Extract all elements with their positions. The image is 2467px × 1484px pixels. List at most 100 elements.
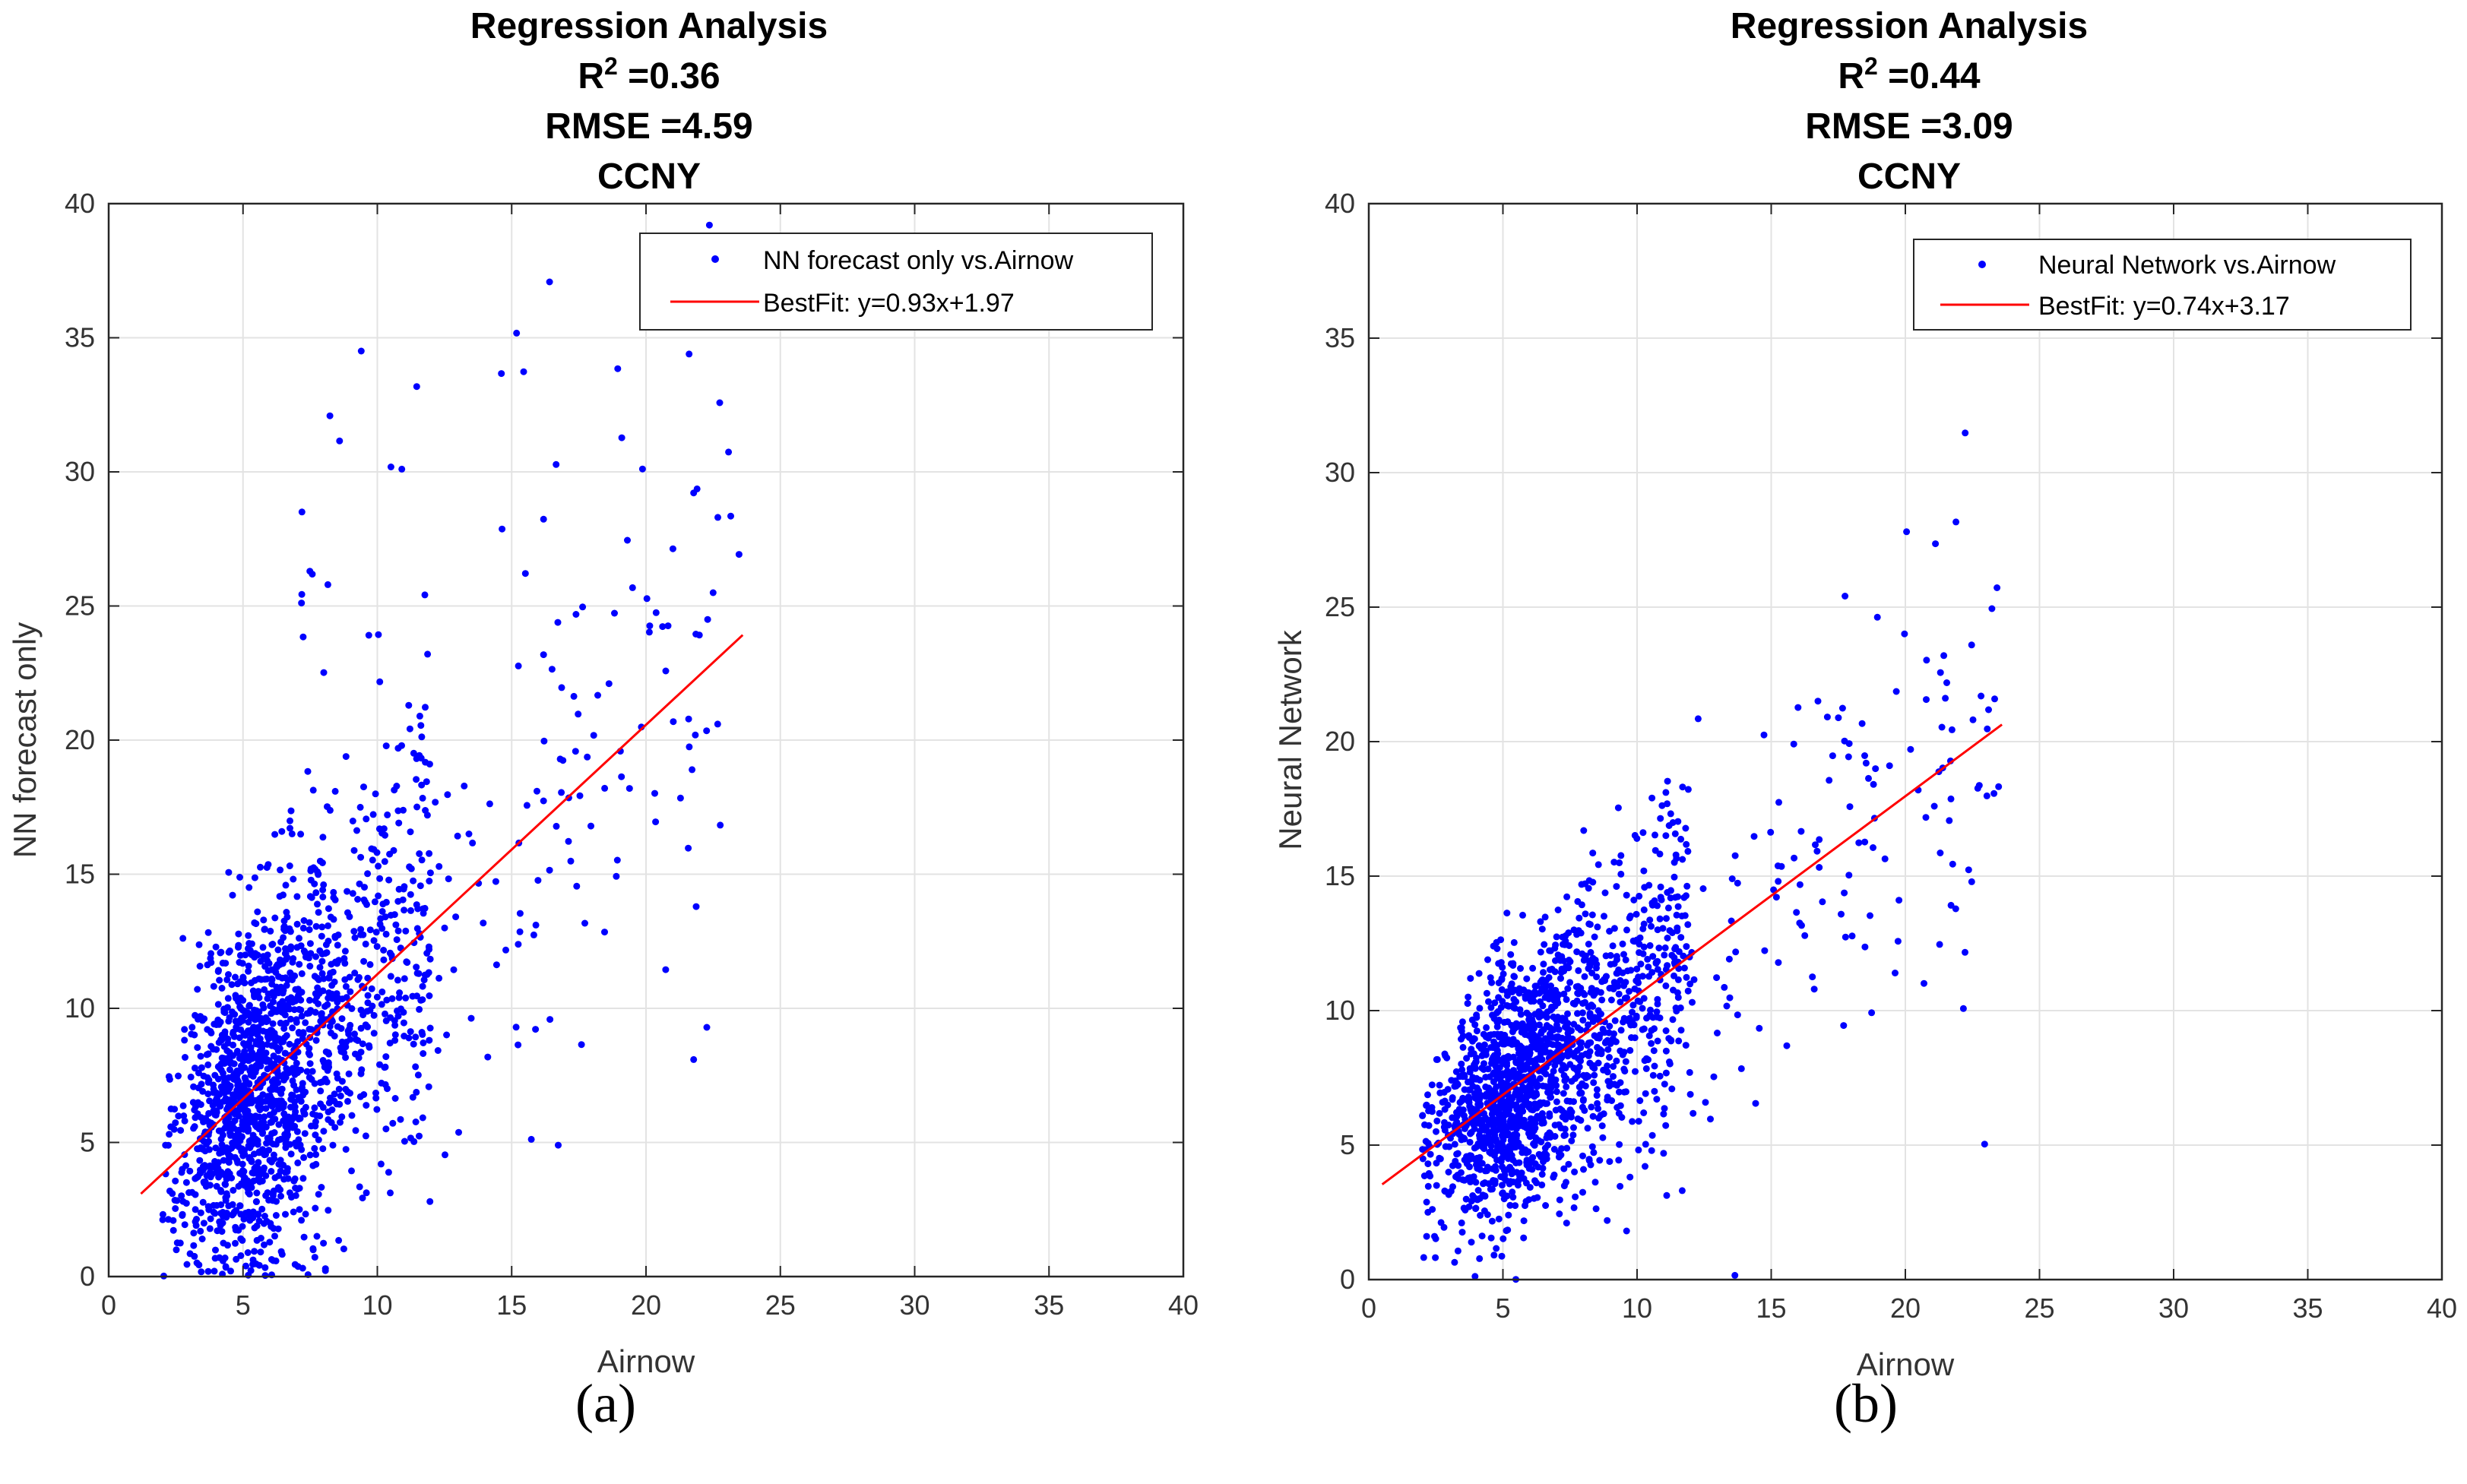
scatter-point — [248, 940, 255, 948]
scatter-point — [1593, 1086, 1601, 1093]
scatter-point — [422, 704, 429, 711]
scatter-point — [196, 1157, 204, 1164]
scatter-point — [426, 878, 433, 884]
scatter-point — [281, 1049, 289, 1057]
scatter-point — [211, 1267, 218, 1275]
scatter-point — [240, 1103, 248, 1111]
scatter-point — [1604, 1046, 1612, 1053]
scatter-point — [308, 1076, 315, 1083]
scatter-point — [1551, 945, 1559, 952]
scatter-point — [379, 900, 387, 908]
scatter-point — [331, 958, 339, 966]
scatter-point — [1466, 1152, 1474, 1160]
scatter-point — [195, 941, 203, 948]
scatter-point — [1635, 979, 1642, 986]
legend-marker-points — [711, 255, 719, 263]
scatter-point — [1452, 1173, 1459, 1181]
scatter-point — [1622, 979, 1629, 986]
scatter-point — [267, 927, 274, 935]
scatter-point — [182, 1054, 188, 1061]
legend-entry-points: Neural Network vs.Airnow — [2038, 251, 2336, 280]
scatter-point — [601, 784, 609, 792]
scatter-point — [320, 1128, 328, 1135]
scatter-point — [1835, 714, 1842, 722]
scatter-point — [1606, 1158, 1614, 1166]
scatter-point — [240, 1030, 248, 1037]
scatter-point — [251, 976, 258, 984]
scatter-point — [1558, 1034, 1566, 1042]
scatter-point — [1968, 878, 1975, 885]
scatter-point — [416, 882, 424, 890]
scatter-point — [1485, 998, 1492, 1005]
scatter-point — [461, 782, 468, 789]
scatter-point — [1520, 1217, 1528, 1225]
scatter-point — [262, 1105, 270, 1112]
scatter-point — [242, 1042, 249, 1049]
scatter-point — [1761, 947, 1769, 954]
scatter-point — [1640, 906, 1648, 913]
scatter-point — [709, 589, 717, 596]
scatter-point — [424, 650, 432, 658]
scatter-point — [1648, 1039, 1655, 1047]
scatter-point — [1509, 988, 1516, 995]
scatter-point — [1441, 1106, 1449, 1113]
scatter-point — [357, 1024, 365, 1032]
scatter-point — [261, 1213, 268, 1220]
y-tick-label: 10 — [65, 992, 95, 1024]
scatter-point — [179, 1212, 186, 1220]
scatter-point — [1585, 1052, 1592, 1059]
scatter-point — [1479, 1143, 1487, 1150]
scatter-point — [1686, 980, 1694, 988]
scatter-point — [1458, 1219, 1465, 1226]
scatter-point — [1493, 1083, 1500, 1090]
scatter-point — [1484, 1034, 1492, 1042]
scatter-point — [1710, 1073, 1718, 1081]
scatter-point — [1572, 983, 1580, 991]
scatter-point — [1587, 1161, 1595, 1169]
scatter-point — [329, 1141, 337, 1149]
scatter-point — [1542, 1083, 1550, 1090]
scatter-point — [218, 1141, 226, 1148]
scatter-point — [1553, 1041, 1561, 1049]
scatter-point — [219, 1069, 226, 1077]
scatter-point — [1617, 976, 1624, 984]
scatter-point — [252, 1040, 260, 1048]
scatter-point — [1503, 1059, 1510, 1067]
scatter-point — [1731, 1271, 1739, 1279]
scatter-point — [1793, 909, 1800, 916]
scatter-point — [255, 1211, 262, 1219]
scatter-point — [572, 611, 580, 618]
legend: Neural Network vs.Airnow BestFit: y=0.74… — [1913, 239, 2412, 331]
scatter-point — [1547, 1093, 1554, 1101]
scatter-point — [386, 1039, 394, 1047]
scatter-point — [1868, 1009, 1876, 1017]
scatter-point — [1680, 894, 1688, 901]
scatter-point — [1458, 1066, 1466, 1074]
scatter-point — [1503, 988, 1511, 995]
scatter-point — [1541, 941, 1548, 948]
rmse-title: RMSE =3.09 — [1805, 106, 2013, 147]
scatter-point — [345, 1070, 353, 1077]
scatter-point — [328, 1106, 336, 1113]
scatter-point — [271, 831, 279, 838]
scatter-point — [692, 631, 700, 638]
scatter-point — [1561, 1109, 1569, 1117]
scatter-point — [388, 951, 395, 959]
scatter-point — [1678, 913, 1686, 919]
scatter-point — [382, 930, 390, 938]
scatter-point — [311, 973, 318, 980]
scatter-point — [1510, 973, 1518, 980]
scatter-point — [328, 1029, 334, 1036]
scatter-point — [192, 1206, 199, 1213]
scatter-point — [1543, 1022, 1550, 1029]
scatter-point — [1622, 956, 1629, 963]
scatter-point — [1609, 942, 1617, 950]
scatter-point — [1509, 1188, 1516, 1196]
scatter-point — [1573, 948, 1581, 956]
scatter-point — [1432, 1254, 1439, 1261]
scatter-point — [1585, 1073, 1592, 1081]
scatter-point — [366, 1007, 374, 1014]
scatter-point — [1829, 752, 1836, 760]
scatter-point — [360, 957, 368, 965]
scatter-point — [1590, 1149, 1598, 1157]
